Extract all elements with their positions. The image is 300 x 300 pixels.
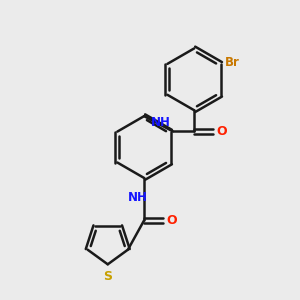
Text: O: O: [217, 125, 227, 138]
Text: NH: NH: [128, 191, 148, 204]
Text: O: O: [167, 214, 177, 227]
Text: NH: NH: [151, 116, 171, 129]
Text: S: S: [103, 270, 112, 283]
Text: Br: Br: [224, 56, 239, 69]
